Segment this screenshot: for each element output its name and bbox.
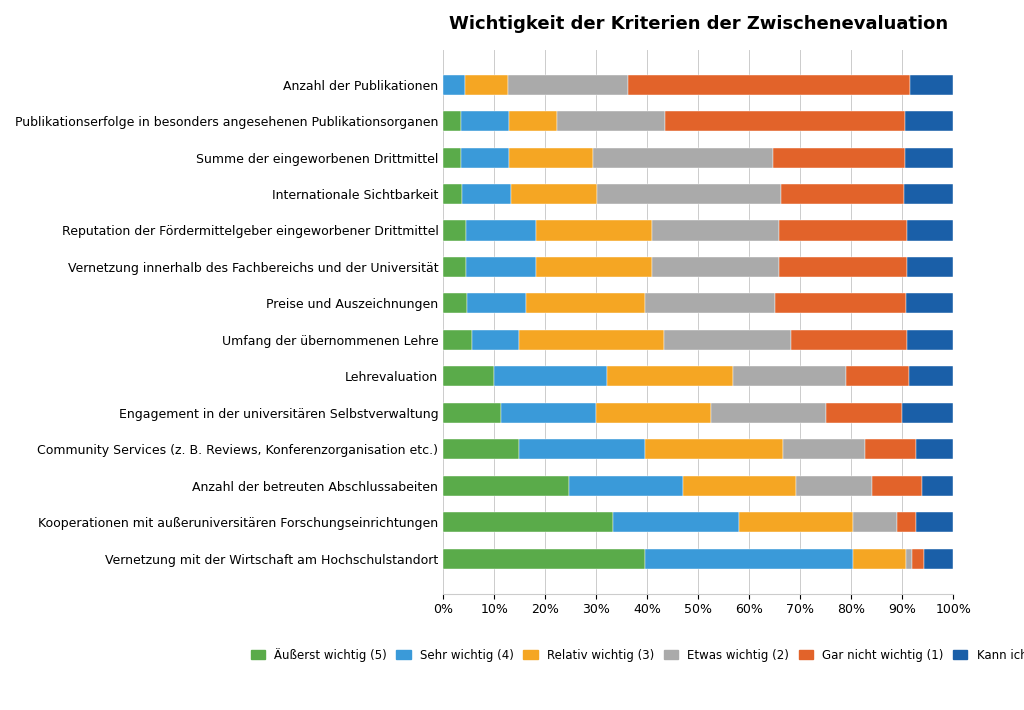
- Bar: [462, 184, 511, 204]
- Bar: [511, 184, 597, 204]
- Bar: [593, 148, 773, 168]
- Bar: [739, 513, 853, 532]
- Bar: [907, 257, 953, 277]
- Bar: [652, 257, 779, 277]
- Bar: [915, 439, 953, 459]
- Bar: [897, 513, 915, 532]
- Bar: [909, 366, 953, 386]
- Bar: [792, 330, 907, 350]
- Bar: [443, 75, 465, 94]
- Bar: [443, 221, 466, 241]
- Bar: [443, 403, 501, 423]
- Bar: [905, 148, 953, 168]
- Bar: [509, 148, 593, 168]
- Bar: [773, 148, 905, 168]
- Bar: [666, 111, 905, 131]
- Bar: [910, 75, 953, 94]
- Bar: [652, 221, 779, 241]
- Bar: [853, 549, 906, 569]
- Bar: [904, 184, 953, 204]
- Bar: [865, 439, 915, 459]
- Bar: [628, 75, 910, 94]
- Bar: [683, 476, 796, 496]
- Bar: [466, 257, 536, 277]
- Bar: [467, 293, 526, 314]
- Bar: [645, 293, 775, 314]
- Bar: [443, 439, 519, 459]
- Bar: [711, 403, 825, 423]
- Bar: [536, 221, 652, 241]
- Bar: [597, 184, 781, 204]
- Bar: [924, 549, 953, 569]
- Bar: [443, 148, 461, 168]
- Bar: [472, 330, 518, 350]
- Bar: [509, 111, 557, 131]
- Bar: [536, 257, 652, 277]
- Bar: [518, 330, 664, 350]
- Bar: [779, 257, 907, 277]
- Bar: [443, 257, 466, 277]
- Bar: [922, 476, 953, 496]
- Bar: [596, 403, 711, 423]
- Bar: [443, 549, 645, 569]
- Title: Wichtigkeit der Kriterien der Zwischenevaluation: Wichtigkeit der Kriterien der Zwischenev…: [449, 15, 948, 33]
- Bar: [871, 476, 922, 496]
- Bar: [557, 111, 666, 131]
- Bar: [443, 111, 461, 131]
- Bar: [461, 148, 509, 168]
- Bar: [664, 330, 792, 350]
- Bar: [783, 439, 865, 459]
- Bar: [779, 221, 907, 241]
- Bar: [906, 293, 953, 314]
- Bar: [443, 513, 613, 532]
- Bar: [519, 439, 645, 459]
- Bar: [443, 293, 467, 314]
- Bar: [443, 476, 569, 496]
- Bar: [494, 366, 607, 386]
- Bar: [846, 366, 909, 386]
- Bar: [775, 293, 906, 314]
- Legend: Äußerst wichtig (5), Sehr wichtig (4), Relativ wichtig (3), Etwas wichtig (2), G: Äußerst wichtig (5), Sehr wichtig (4), R…: [246, 643, 1024, 667]
- Bar: [911, 549, 924, 569]
- Bar: [825, 403, 902, 423]
- Bar: [443, 366, 494, 386]
- Bar: [461, 111, 509, 131]
- Bar: [781, 184, 904, 204]
- Bar: [796, 476, 871, 496]
- Bar: [465, 75, 508, 94]
- Bar: [915, 513, 953, 532]
- Bar: [501, 403, 596, 423]
- Bar: [526, 293, 645, 314]
- Bar: [645, 439, 783, 459]
- Bar: [902, 403, 953, 423]
- Bar: [443, 330, 472, 350]
- Bar: [607, 366, 733, 386]
- Bar: [905, 111, 953, 131]
- Bar: [569, 476, 683, 496]
- Bar: [645, 549, 853, 569]
- Bar: [508, 75, 628, 94]
- Bar: [466, 221, 536, 241]
- Bar: [853, 513, 897, 532]
- Bar: [613, 513, 739, 532]
- Bar: [907, 330, 953, 350]
- Bar: [907, 221, 953, 241]
- Bar: [906, 549, 911, 569]
- Bar: [443, 184, 462, 204]
- Bar: [733, 366, 846, 386]
